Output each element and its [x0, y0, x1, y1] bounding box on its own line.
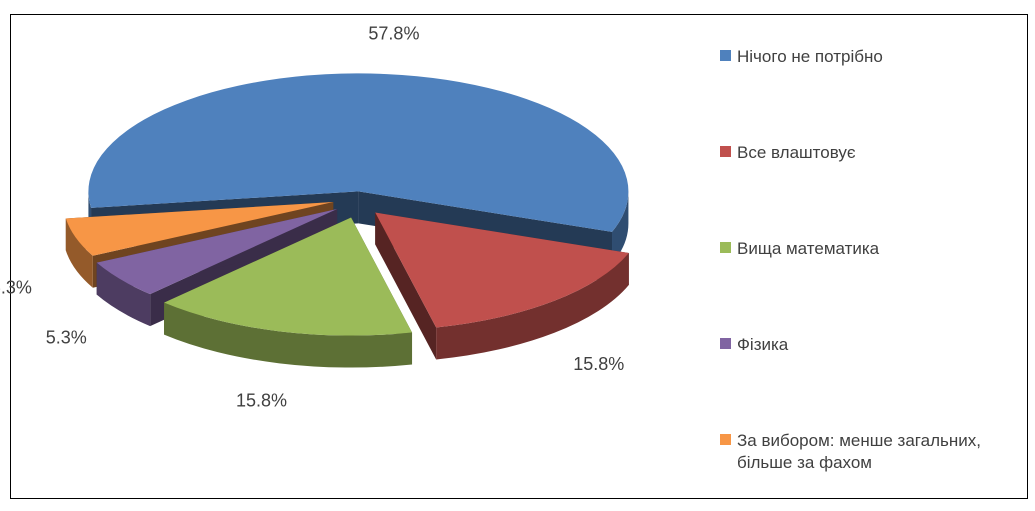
legend-label: Все влаштовує	[737, 143, 856, 162]
slice-side	[375, 212, 437, 360]
data-label: 57.8%	[368, 23, 419, 43]
data-label: 15.8%	[573, 354, 624, 374]
slice-wall	[96, 262, 151, 327]
slice-wall	[164, 302, 413, 368]
slice-wall	[65, 218, 93, 288]
slice	[88, 73, 629, 232]
slice-wall	[612, 191, 629, 264]
legend-label: За вибором: менше загальних, більше за ф…	[737, 431, 981, 472]
legend-marker	[720, 50, 731, 61]
legend-marker	[720, 434, 731, 445]
legend-label: Нічого не потрібно	[737, 47, 883, 66]
legend-marker	[720, 242, 731, 253]
data-label: 5.3%	[0, 277, 32, 297]
legend-item: Вища математика	[720, 238, 982, 260]
legend-marker	[720, 338, 731, 349]
legend-item: Фізика	[720, 334, 982, 356]
slice	[65, 202, 334, 256]
chart-frame	[10, 14, 1028, 499]
slice	[164, 217, 413, 336]
legend-marker	[720, 146, 731, 157]
legend-item: Нічого не потрібно	[720, 46, 982, 68]
slice	[375, 212, 629, 328]
legend-item: За вибором: менше загальних, більше за ф…	[720, 430, 982, 474]
legend-label: Вища математика	[737, 239, 880, 258]
slice	[96, 208, 338, 295]
legend-label: Фізика	[737, 335, 789, 354]
data-label: 15.8%	[236, 391, 287, 411]
data-label: 5.3%	[46, 328, 87, 348]
legend-item: Все влаштовує	[720, 142, 982, 164]
slice-wall	[436, 253, 629, 360]
